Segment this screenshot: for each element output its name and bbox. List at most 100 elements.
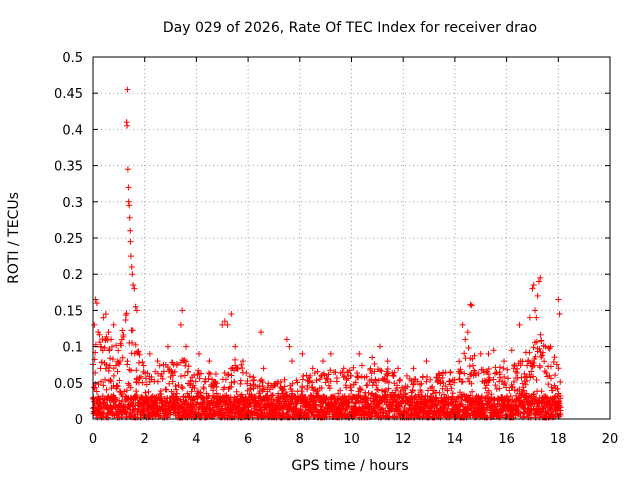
data-point [129,340,136,347]
data-point [133,388,140,395]
data-point [356,350,363,357]
data-point [531,391,538,398]
data-point [247,400,254,407]
data-point [521,370,528,377]
data-point [163,386,170,393]
data-point [514,369,521,376]
data-point [444,387,451,394]
data-point [530,282,537,289]
data-point [502,380,509,387]
data-point [190,402,197,409]
data-point [286,343,293,350]
data-point [537,331,544,338]
data-point [158,393,165,400]
data-point [136,351,143,358]
data-point [212,378,219,385]
data-point [221,370,228,377]
data-point [551,382,558,389]
data-point [520,387,527,394]
data-point [174,361,181,368]
data-point [289,358,296,365]
data-point [395,365,402,372]
data-point [116,358,123,365]
data-point [106,347,113,354]
data-point [146,350,153,357]
data-point [525,357,532,364]
data-point [125,198,132,205]
y-tick-label: 0.5 [62,51,83,66]
data-point [457,369,464,376]
data-point [397,388,404,395]
data-point [531,362,538,369]
data-point [500,365,507,372]
data-point [505,375,512,382]
data-point [283,336,290,343]
data-point [233,364,240,371]
data-point [332,369,339,376]
data-point [154,358,161,365]
data-point [260,386,267,393]
data-point [485,387,492,394]
data-point [346,400,353,407]
data-point [528,368,535,375]
data-point [126,214,133,221]
data-point [154,378,161,385]
data-point [427,385,434,392]
data-point [130,282,137,289]
data-point [518,391,525,398]
data-point [139,359,146,366]
data-point [281,383,288,390]
data-point [110,372,117,379]
data-point [533,338,540,345]
x-axis-label: GPS time / hours [291,458,408,474]
data-point [107,355,114,362]
data-point [252,382,259,389]
x-tick-label: 14 [447,432,464,447]
data-point [440,370,447,377]
data-point [549,387,556,394]
data-point [537,364,544,371]
data-point [100,382,107,389]
data-point [391,369,398,376]
data-point [103,333,110,340]
data-point [459,378,466,385]
data-point [465,375,472,382]
data-point [103,361,110,368]
y-tick-label: 0.25 [54,232,83,247]
dense-point-band [89,310,564,421]
data-point [172,382,179,389]
y-tick-label: 0.45 [54,87,83,102]
data-point [304,386,311,393]
data-point [177,396,184,403]
data-point [309,379,316,386]
data-points [89,86,564,421]
data-point [162,386,169,393]
data-point [335,390,342,397]
data-point [471,369,478,376]
data-point [181,372,188,379]
data-point [221,318,228,325]
data-point [185,363,192,370]
data-point [538,388,545,395]
data-point [136,374,143,381]
data-point [120,331,127,338]
data-point [542,343,549,350]
data-point [183,358,190,365]
data-point [124,166,131,173]
data-point [123,310,130,317]
data-point [104,337,111,344]
data-point [191,384,198,391]
data-point [384,365,391,372]
data-point [233,388,240,395]
data-point [234,365,241,372]
data-point [195,350,202,357]
data-point [210,387,217,394]
data-point [478,397,485,404]
data-point [288,400,295,407]
data-point [485,365,492,372]
data-point [442,383,449,390]
data-point [327,378,334,385]
data-point [219,405,226,412]
data-point [452,398,459,405]
data-point [127,227,134,234]
